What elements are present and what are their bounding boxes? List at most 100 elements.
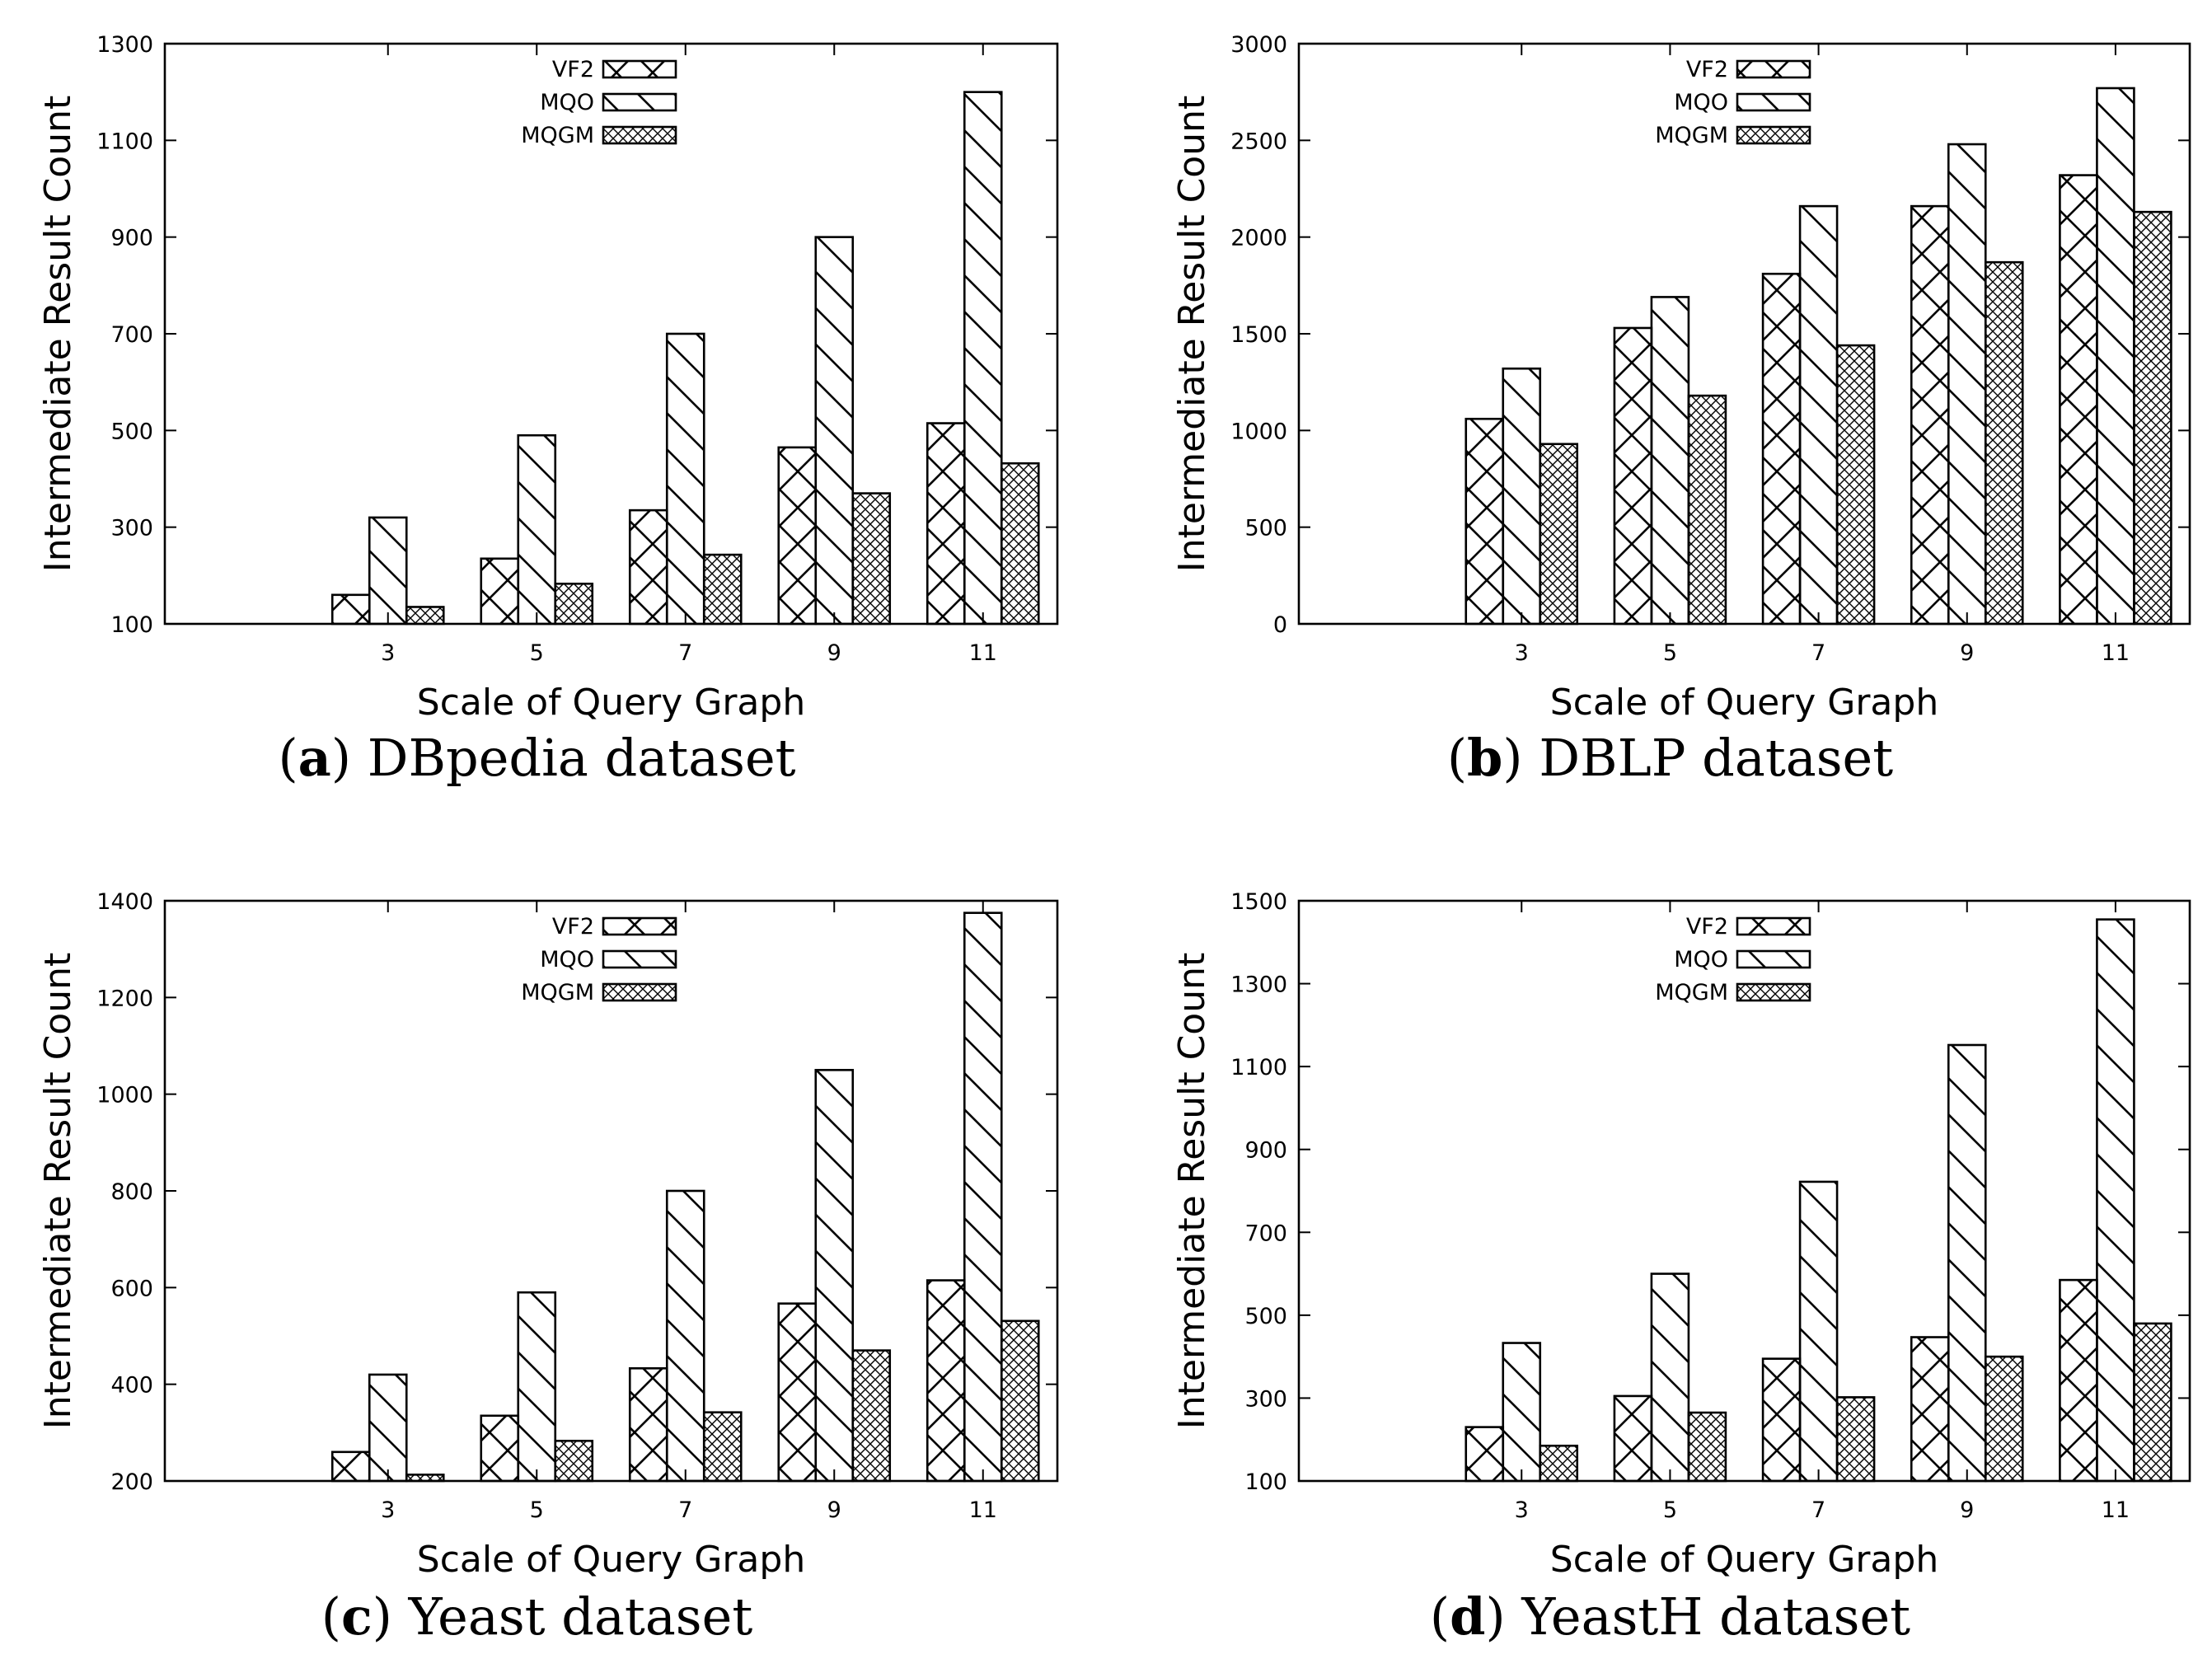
x-tick-label: 9 xyxy=(827,1497,841,1523)
y-tick-label: 1500 xyxy=(1230,322,1287,348)
x-axis-label: Scale of Query Graph xyxy=(1550,682,1938,724)
legend-swatch-mqgm xyxy=(1736,982,1811,1002)
bar-mqgm-7 xyxy=(702,553,743,626)
y-tick-label: 2000 xyxy=(1230,226,1287,251)
bar-vf2-5 xyxy=(480,1414,520,1483)
x-axis-label: Scale of Query Graph xyxy=(417,682,805,724)
caption-letter: b xyxy=(1467,728,1502,788)
bar-mqgm-9 xyxy=(851,492,892,626)
y-tick-label: 500 xyxy=(1244,516,1287,541)
legend-swatch-mqo xyxy=(1736,949,1811,969)
bar-mqo-5 xyxy=(1650,296,1690,626)
y-tick-label: 800 xyxy=(110,1179,153,1205)
y-tick-label: 300 xyxy=(1244,1386,1287,1412)
bar-mqo-5 xyxy=(517,1291,557,1483)
caption-letter: a xyxy=(298,728,331,788)
bar-mqgm-3 xyxy=(405,606,445,626)
bar-vf2-3 xyxy=(1465,417,1505,626)
x-tick-label: 11 xyxy=(969,640,997,666)
bar-mqo-7 xyxy=(1798,204,1839,626)
legend-label-vf2: VF2 xyxy=(1686,914,1728,940)
y-tick-label: 1100 xyxy=(96,129,153,154)
bar-mqgm-11 xyxy=(1000,462,1040,626)
plot-frame xyxy=(163,42,1059,626)
legend-label-mqo: MQO xyxy=(1674,947,1728,972)
x-tick-label: 7 xyxy=(1811,1497,1825,1523)
x-tick-label: 9 xyxy=(1960,1497,1974,1523)
x-tick-label: 3 xyxy=(381,1497,395,1523)
bar-mqgm-7 xyxy=(702,1411,743,1483)
caption-open-paren: ( xyxy=(1430,1586,1450,1647)
panel-caption: (b) DBLP dataset xyxy=(1447,728,1893,788)
bar-vf2-3 xyxy=(1465,1426,1505,1483)
y-tick-label: 100 xyxy=(110,612,153,638)
y-tick-label: 1000 xyxy=(1230,419,1287,444)
x-tick-label: 3 xyxy=(381,640,395,666)
bar-mqgm-11 xyxy=(2133,1322,2172,1483)
chart-panel-d: 100 300 500 700 900 1100 1300 1500 3 5 7 9 11 VF2 MQO M… xyxy=(1171,889,2191,1647)
y-axis-label: Intermediate Result Count xyxy=(37,96,79,572)
caption-text: DBpedia dataset xyxy=(368,728,796,788)
bar-mqo-7 xyxy=(1798,1180,1839,1483)
y-tick-label: 1100 xyxy=(1230,1055,1287,1080)
legend-swatch-mqgm xyxy=(1736,125,1811,145)
panel-caption: (d) YeastH dataset xyxy=(1430,1586,1910,1647)
bar-mqo-3 xyxy=(1502,1342,1542,1483)
bar-mqo-9 xyxy=(814,236,855,626)
bar-mqgm-5 xyxy=(554,1440,594,1483)
x-tick-label: 7 xyxy=(678,640,692,666)
bar-mqo-11 xyxy=(2096,87,2135,626)
chart-panel-c: 200 400 600 800 1000 1200 1400 3 5 7 9 11 VF2 MQO MQGM… xyxy=(37,889,1059,1647)
y-tick-label: 1400 xyxy=(96,889,153,915)
x-tick-label: 5 xyxy=(1663,640,1677,666)
legend-swatch-mqo xyxy=(1736,92,1811,112)
bar-vf2-7 xyxy=(1761,272,1802,626)
bar-mqgm-7 xyxy=(1835,1396,1876,1483)
bar-mqgm-5 xyxy=(1687,394,1727,626)
panel-caption: (c) Yeast dataset xyxy=(321,1586,753,1647)
chart-panel-a: 100 300 500 700 900 1100 1300 3 5 7 9 11 VF2 MQO MQGM S… xyxy=(37,32,1059,788)
bar-mqo-9 xyxy=(1947,1043,1987,1483)
caption-close-paren: ) xyxy=(1485,1586,1521,1647)
y-tick-label: 3000 xyxy=(1230,32,1287,58)
caption-text: Yeast dataset xyxy=(408,1586,753,1647)
bar-vf2-7 xyxy=(628,1367,668,1483)
bar-mqo-9 xyxy=(814,1069,855,1483)
bar-mqo-3 xyxy=(368,1373,408,1483)
legend-swatch-mqgm xyxy=(602,982,677,1002)
bar-vf2-5 xyxy=(1613,326,1653,626)
caption-close-paren: ) xyxy=(1502,728,1539,788)
panel-caption: (a) DBpedia dataset xyxy=(278,728,795,788)
bar-mqo-7 xyxy=(665,1189,705,1483)
bar-mqgm-3 xyxy=(1539,443,1579,626)
bar-mqgm-3 xyxy=(1539,1444,1579,1483)
legend-swatch-mqo xyxy=(602,92,677,112)
legend-label-mqgm: MQGM xyxy=(521,980,594,1005)
caption-open-paren: ( xyxy=(1447,728,1467,788)
bar-mqo-9 xyxy=(1947,143,1987,626)
y-tick-label: 1300 xyxy=(1230,972,1287,998)
chart-panel-b: 0 500 1000 1500 2000 2500 3000 3 5 7 9 11 VF2 MQO MQGM… xyxy=(1171,32,2191,788)
bar-mqgm-5 xyxy=(554,583,594,626)
caption-close-paren: ) xyxy=(331,728,368,788)
caption-open-paren: ( xyxy=(321,1586,341,1647)
legend-swatch-vf2 xyxy=(1736,59,1811,79)
bar-vf2-9 xyxy=(1910,204,1950,626)
bar-mqgm-9 xyxy=(1984,1355,2024,1483)
bar-vf2-11 xyxy=(926,422,966,626)
caption-open-paren: ( xyxy=(278,728,298,788)
bar-mqo-3 xyxy=(1502,367,1542,626)
x-tick-label: 7 xyxy=(678,1497,692,1523)
y-tick-label: 1500 xyxy=(1230,889,1287,915)
y-tick-label: 600 xyxy=(110,1276,153,1301)
bar-vf2-11 xyxy=(926,1279,966,1483)
y-tick-label: 100 xyxy=(1244,1469,1287,1495)
bar-vf2-5 xyxy=(480,557,520,626)
x-axis-label: Scale of Query Graph xyxy=(1550,1539,1938,1581)
y-tick-label: 500 xyxy=(110,419,153,444)
bar-mqo-11 xyxy=(963,911,1003,1483)
y-axis-label: Intermediate Result Count xyxy=(1171,953,1213,1429)
legend-label-mqo: MQO xyxy=(540,90,594,115)
x-tick-label: 5 xyxy=(1663,1497,1677,1523)
y-tick-label: 200 xyxy=(110,1469,153,1495)
